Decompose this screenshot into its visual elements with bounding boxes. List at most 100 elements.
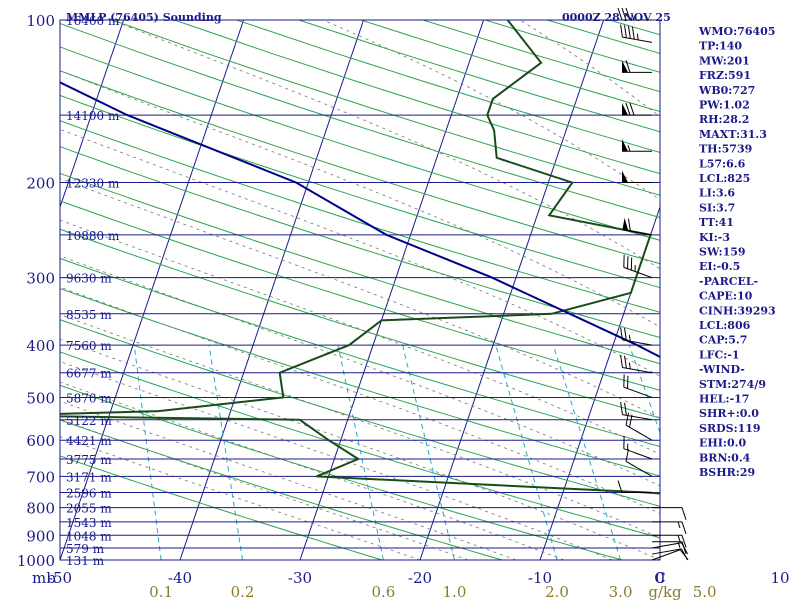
mixing-ratio-tick-label: 5.0 — [693, 583, 717, 600]
sounding-index: SI:3.7 — [699, 201, 735, 214]
sounding-index: LCL:825 — [699, 172, 750, 185]
sounding-index: SRDS:119 — [699, 422, 761, 435]
wind-barb-halfflag — [678, 522, 680, 528]
mixing-ratio-tick-label: 0.2 — [231, 583, 255, 600]
sounding-index: EI:-0.5 — [699, 260, 740, 273]
wind-barb-staff — [622, 368, 652, 373]
sounding-index: LFC:-1 — [699, 348, 740, 361]
mixing-ratio-unit-label: g/kg — [648, 583, 682, 600]
dry-adiabat — [0, 20, 800, 560]
mixing-ratio-line — [553, 345, 620, 560]
dry-adiabat — [0, 20, 800, 560]
sounding-index: MW:201 — [699, 54, 750, 67]
wind-barb-halfflag — [678, 535, 680, 541]
moist-adiabat — [0, 20, 800, 560]
pressure-tick-label: 800 — [26, 500, 55, 518]
sounding-index: TP:140 — [699, 40, 742, 53]
mixing-ratio-tick-label: 2.0 — [545, 583, 569, 600]
sounding-index: EHI:0.0 — [699, 437, 746, 450]
sounding-indices: WMO:76405TP:140MW:201FRZ:591WB0:727PW:1.… — [698, 25, 776, 479]
dry-adiabat — [0, 20, 800, 560]
sounding-index: PW:1.02 — [699, 99, 750, 112]
mixing-ratio-tick-label: 0.6 — [372, 583, 396, 600]
dry-adiabat — [547, 20, 800, 560]
dewpoint-profile-line — [1, 20, 800, 560]
mixing-ratio-line — [629, 345, 704, 560]
wind-barb — [624, 375, 652, 398]
height-label: 10880 m — [66, 229, 120, 243]
sounding-index: MAXT:31.3 — [699, 128, 767, 141]
wind-barb-halfflag — [629, 363, 630, 369]
sounding-index: -WIND- — [699, 363, 745, 376]
moist-adiabat — [0, 20, 800, 560]
moist-adiabat — [0, 20, 800, 560]
sounding-index: TH:5739 — [699, 143, 752, 156]
moist-adiabat — [0, 20, 800, 560]
wind-barb-flag — [628, 219, 630, 232]
wind-barb-flag — [621, 25, 623, 38]
profile-lines — [0, 20, 800, 560]
mixing-ratio-line — [403, 345, 455, 560]
wind-barbs — [618, 8, 688, 560]
mixing-ratio-tick-label: 0.1 — [149, 583, 173, 600]
wind-barb-flag — [682, 542, 686, 554]
chart-timestamp: 0000Z 28 NOV 25 — [562, 11, 671, 24]
sounding-index: LCL:806 — [699, 319, 751, 332]
sounding-index: SW:159 — [699, 246, 746, 259]
sounding-index: BSHR:29 — [699, 466, 755, 479]
wind-barb — [622, 139, 652, 151]
height-label: 3775 m — [66, 453, 112, 467]
wind-barb-flag — [625, 25, 627, 38]
height-label: 8535 m — [66, 308, 112, 322]
sounding-index: FRZ:591 — [699, 69, 751, 82]
height-label: 14100 m — [66, 109, 120, 123]
sounding-index: -PARCEL- — [699, 275, 758, 288]
wind-barb-staff — [624, 387, 652, 397]
mixing-ratio-tick-label: 1.0 — [443, 583, 467, 600]
mixing-ratio-tick-label: 3.0 — [609, 583, 633, 600]
dry-adiabat — [0, 20, 800, 560]
sounding-index: CINH:39293 — [699, 304, 776, 317]
wind-barb — [622, 171, 652, 183]
dry-adiabat — [796, 20, 800, 560]
height-label: 3171 m — [66, 470, 112, 484]
wind-barb-flag — [632, 27, 634, 40]
wind-barb-flag — [628, 26, 630, 39]
sounding-index: WB0:727 — [698, 84, 755, 97]
height-label: 2596 m — [66, 487, 112, 501]
parcel-profile-line — [0, 20, 800, 560]
wind-barb-staff — [622, 37, 652, 42]
pressure-tick-label: 900 — [26, 527, 55, 545]
dry-adiabat — [0, 20, 800, 560]
wind-barb — [652, 508, 686, 520]
wind-barb — [622, 218, 652, 235]
wind-barb — [626, 413, 652, 440]
height-label: 4421 m — [66, 434, 112, 448]
wind-barb-flag — [625, 356, 627, 369]
dry-adiabat — [0, 20, 800, 560]
wind-barb — [621, 327, 652, 345]
isotherm — [780, 20, 800, 560]
wind-barb-flag — [682, 522, 686, 534]
dry-adiabat — [485, 20, 800, 560]
height-label: 5122 m — [66, 414, 112, 428]
chart-title: MMLP (76405) Sounding — [66, 11, 222, 24]
wind-barb-staff — [652, 549, 682, 554]
height-label: 1543 m — [66, 516, 112, 530]
dry-adiabat — [0, 20, 800, 560]
pressure-tick-label: 300 — [26, 270, 55, 288]
isotherm — [420, 20, 604, 560]
wind-barb-pennant — [622, 139, 628, 151]
height-label: 2055 m — [66, 502, 112, 516]
mixing-ratio-line — [338, 345, 384, 560]
pressure-tick-label: 1000 — [17, 552, 55, 570]
pressure-tick-label: 500 — [26, 389, 55, 407]
pressure-tick-label: 200 — [26, 175, 55, 193]
temperature-tick-label: 10 — [770, 569, 789, 587]
wind-barb-pennant — [622, 171, 628, 183]
pressure-tick-label: 700 — [26, 468, 55, 486]
height-label: 5870 m — [66, 391, 112, 405]
dry-adiabat — [0, 20, 800, 560]
